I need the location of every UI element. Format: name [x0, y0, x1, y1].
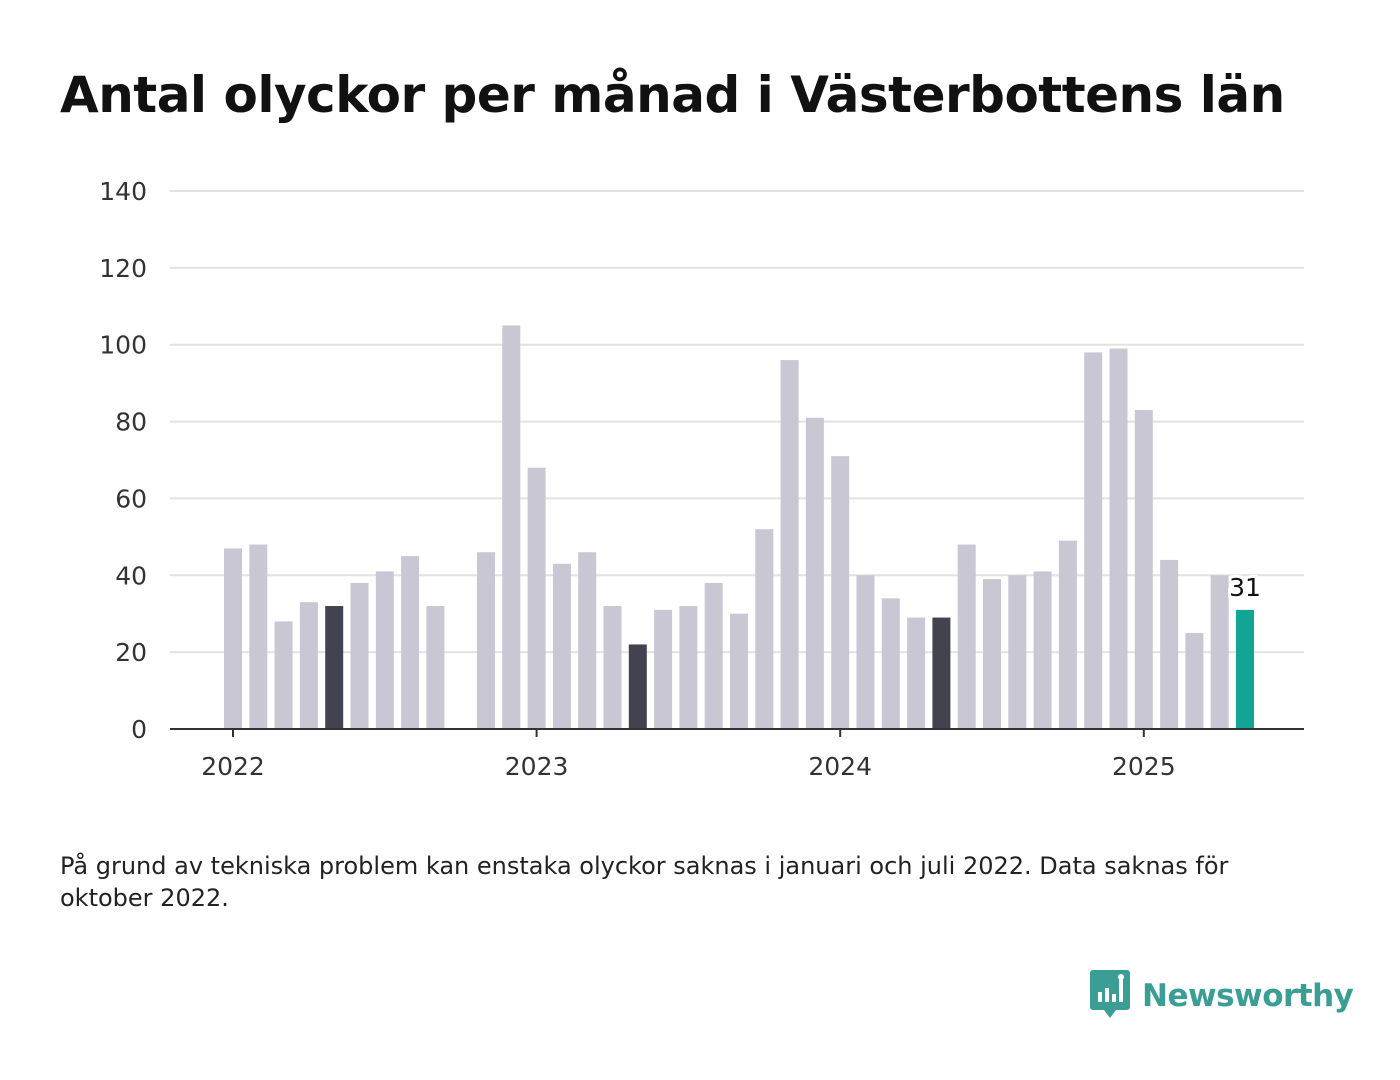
x-tick-label: 2023 [505, 752, 569, 781]
bar-2023-08 [704, 582, 723, 729]
annotations: 31 [1226, 570, 1264, 605]
bar-2024-08 [1008, 575, 1027, 729]
brand-name: Newsworthy [1142, 978, 1354, 1014]
bar-chart: 0 20 40 60 80 100 120 140 2022 2023 2024 2025 31 [99, 177, 1304, 781]
bar-2024-06 [957, 544, 976, 729]
bar-2023-11 [780, 360, 799, 729]
bar-2024-02 [856, 575, 875, 729]
y-tick-label: 0 [131, 715, 147, 744]
bar-2024-03 [881, 598, 900, 729]
bar-2022-05 [325, 606, 344, 729]
bar-2023-03 [578, 552, 597, 729]
bar-2023-01 [527, 467, 546, 729]
bar-2025-01 [1134, 410, 1153, 729]
bar-2024-05 [932, 617, 951, 729]
bar-2023-09 [730, 613, 748, 729]
x-tick-label: 2025 [1112, 752, 1176, 781]
bar-2024-07 [983, 579, 1001, 729]
bar-2023-12 [805, 417, 824, 729]
bar-2022-08 [401, 556, 420, 729]
bar-2022-07 [375, 571, 394, 729]
chart-title: Antal olyckor per månad i Västerbottens … [60, 66, 1285, 124]
bar-2022-04 [299, 602, 318, 729]
bar-2022-11 [477, 552, 495, 729]
latest-value-label: 31 [1229, 573, 1261, 602]
bar-2023-07 [679, 606, 698, 729]
bar-2022-02 [249, 544, 268, 729]
bar-2022-06 [350, 582, 369, 729]
bar-2024-01 [831, 456, 850, 729]
bar-2023-05 [628, 644, 647, 729]
bar-2025-03 [1185, 632, 1204, 729]
bar-2023-06 [654, 609, 673, 729]
newsworthy-logo-icon [1090, 970, 1130, 1022]
bar-2025-05 [1236, 609, 1254, 729]
y-tick-label: 100 [99, 331, 147, 360]
x-tick-label: 2024 [808, 752, 872, 781]
bar-2022-01 [224, 548, 242, 729]
bar-2025-02 [1160, 559, 1179, 729]
bar-2025-04 [1210, 575, 1229, 729]
y-tick-label: 140 [99, 177, 147, 206]
bar-2024-04 [907, 617, 926, 729]
bar-2023-04 [603, 606, 622, 729]
y-tick-label: 40 [115, 561, 147, 590]
y-axis-labels: 0 20 40 60 80 100 120 140 [99, 177, 147, 744]
bars [224, 325, 1254, 729]
bar-2024-12 [1109, 348, 1128, 729]
bar-2022-03 [274, 621, 293, 729]
y-tick-label: 60 [115, 484, 147, 513]
bar-2023-10 [755, 529, 774, 729]
bar-2024-09 [1033, 571, 1052, 729]
bar-2022-09 [426, 606, 445, 729]
bar-2023-02 [552, 563, 571, 729]
x-tick-label: 2022 [201, 752, 265, 781]
footnote: På grund av tekniska problem kan enstaka… [60, 852, 1229, 912]
gridlines [170, 190, 1304, 654]
brand[interactable]: Newsworthy [1090, 970, 1354, 1022]
bar-2024-11 [1084, 352, 1103, 729]
x-axis: 2022 2023 2024 2025 [170, 728, 1304, 781]
y-tick-label: 20 [115, 638, 147, 667]
y-tick-label: 120 [99, 254, 147, 283]
y-tick-label: 80 [115, 408, 147, 437]
bar-2022-12 [502, 325, 521, 729]
bar-2024-10 [1058, 540, 1077, 729]
